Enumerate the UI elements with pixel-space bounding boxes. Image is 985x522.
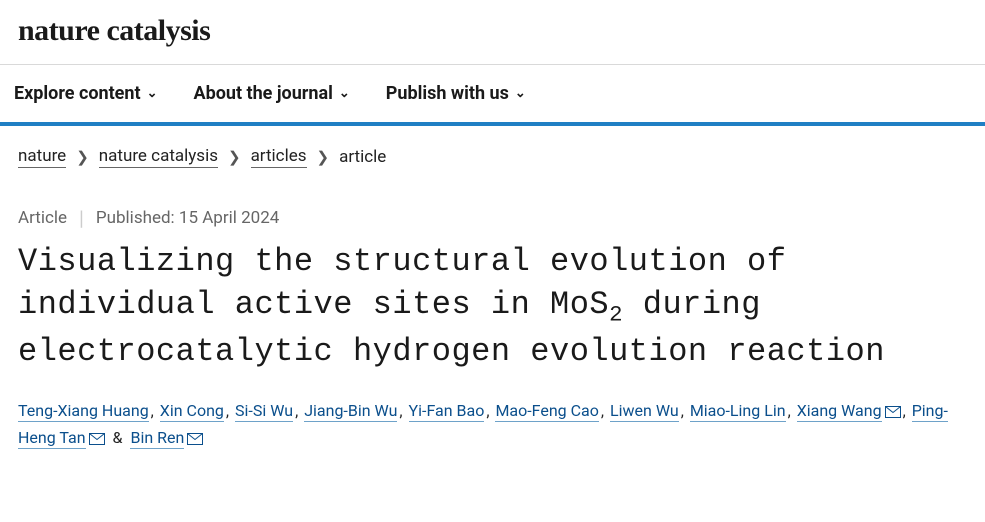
author-link[interactable]: Liwen Wu: [610, 401, 679, 422]
meta-separator: |: [79, 206, 84, 230]
author-link[interactable]: Xiang Wang: [797, 401, 882, 422]
author-link[interactable]: Jiang-Bin Wu: [304, 401, 397, 422]
breadcrumb-articles[interactable]: articles: [251, 146, 307, 168]
author-separator: ,: [399, 401, 406, 420]
article-type: Article: [18, 208, 67, 228]
author-link[interactable]: Mao-Feng Cao: [495, 401, 598, 422]
nav-publish[interactable]: Publish with us ⌄: [386, 83, 526, 104]
breadcrumb: nature ❯ nature catalysis ❯ articles ❯ a…: [0, 126, 985, 182]
nav-explore-label: Explore content: [14, 83, 141, 104]
envelope-icon[interactable]: [885, 406, 901, 418]
breadcrumb-sep: ❯: [228, 148, 241, 166]
envelope-icon[interactable]: [89, 433, 105, 445]
nav-about-label: About the journal: [193, 83, 332, 104]
author-separator: ,: [226, 401, 233, 420]
author-link[interactable]: Si-Si Wu: [235, 401, 293, 422]
author-separator: ,: [903, 401, 910, 420]
journal-logo[interactable]: nature catalysis: [0, 0, 985, 64]
nav-publish-label: Publish with us: [386, 83, 509, 104]
envelope-icon[interactable]: [187, 433, 203, 445]
author-list: Teng-Xiang Huang, Xin Cong, Si-Si Wu, Ji…: [0, 373, 985, 467]
author-link[interactable]: Yi-Fan Bao: [409, 401, 485, 422]
main-nav: Explore content ⌄ About the journal ⌄ Pu…: [0, 65, 985, 122]
author-link[interactable]: Xin Cong: [160, 401, 224, 422]
nav-about-journal[interactable]: About the journal ⌄: [193, 83, 349, 104]
nav-explore-content[interactable]: Explore content ⌄: [14, 83, 157, 104]
breadcrumb-current: article: [339, 147, 386, 167]
author-separator: ,: [486, 401, 493, 420]
breadcrumb-sep: ❯: [317, 148, 330, 166]
chevron-down-icon: ⌄: [147, 86, 158, 101]
title-subscript: 2: [609, 302, 623, 328]
article-published-date: Published: 15 April 2024: [96, 208, 279, 228]
article-title: Visualizing the structural evolution of …: [0, 236, 985, 373]
breadcrumb-nature-catalysis[interactable]: nature catalysis: [99, 146, 218, 168]
author-separator: ,: [601, 401, 608, 420]
author-link[interactable]: Bin Ren: [130, 428, 184, 449]
breadcrumb-sep: ❯: [76, 148, 89, 166]
chevron-down-icon: ⌄: [515, 86, 526, 101]
author-link[interactable]: Miao-Ling Lin: [690, 401, 786, 422]
chevron-down-icon: ⌄: [339, 86, 350, 101]
author-ampersand: &: [109, 428, 127, 447]
breadcrumb-nature[interactable]: nature: [18, 146, 66, 168]
author-separator: ,: [681, 401, 688, 420]
author-link[interactable]: Teng-Xiang Huang: [18, 401, 149, 422]
author-separator: ,: [151, 401, 158, 420]
author-separator: ,: [788, 401, 795, 420]
author-separator: ,: [295, 401, 302, 420]
article-meta: Article | Published: 15 April 2024: [0, 182, 985, 236]
nav-top-border: Explore content ⌄ About the journal ⌄ Pu…: [0, 64, 985, 126]
